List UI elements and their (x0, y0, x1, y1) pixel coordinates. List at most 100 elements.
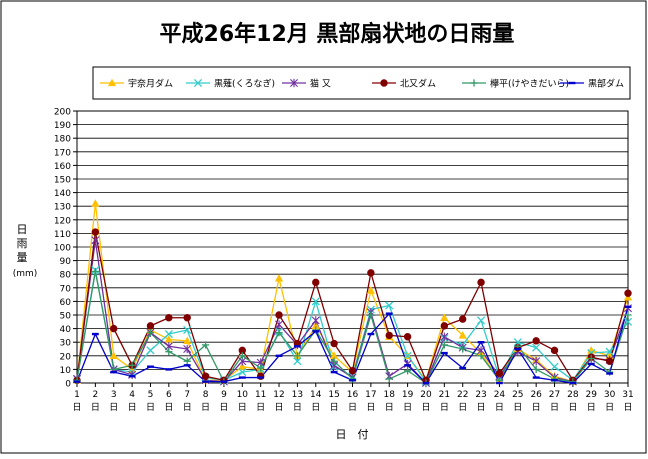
data-point (496, 381, 503, 385)
x-tick-label: 27 (549, 390, 560, 400)
data-point (605, 347, 614, 356)
data-point (440, 313, 449, 321)
data-point (458, 331, 467, 339)
x-tick-suffix: 日 (366, 402, 375, 413)
x-tick-suffix: 日 (164, 402, 173, 413)
data-point (532, 365, 540, 373)
x-tick-suffix: 日 (330, 402, 339, 413)
y-tick-label: 110 (54, 230, 71, 240)
y-tick-label: 50 (60, 312, 72, 322)
x-tick-suffix: 日 (532, 402, 541, 413)
data-point (385, 375, 393, 383)
data-point (385, 301, 394, 310)
data-point (146, 329, 155, 337)
data-point (294, 345, 301, 348)
data-point (128, 375, 136, 378)
series-markers (72, 199, 633, 388)
x-axis-label: 日 付 (336, 428, 369, 441)
x-tick-suffix: 日 (440, 402, 449, 413)
data-point (587, 362, 595, 366)
data-point (257, 364, 265, 372)
x-tick-label: 7 (184, 390, 190, 400)
x-tick-label: 25 (512, 390, 523, 400)
x-tick-suffix: 日 (513, 402, 522, 413)
data-point (91, 332, 99, 336)
x-tick-label: 15 (328, 390, 339, 400)
data-point (550, 346, 559, 355)
data-point (330, 357, 338, 365)
x-tick-suffix: 日 (568, 402, 577, 413)
data-point (312, 330, 320, 333)
data-point (91, 228, 100, 236)
y-tick-label: 10 (60, 366, 72, 376)
data-point (183, 314, 191, 322)
data-point (330, 339, 338, 348)
data-point (367, 332, 375, 336)
x-tick-suffix: 日 (623, 402, 632, 413)
y-tick-label: 30 (60, 339, 72, 349)
data-point (403, 351, 412, 360)
data-point (459, 345, 467, 353)
data-point (275, 329, 283, 337)
data-point (513, 338, 522, 347)
x-tick-suffix: 日 (109, 402, 118, 413)
legend-marker (568, 81, 576, 85)
x-tick-suffix: 日 (605, 402, 614, 413)
data-point (624, 305, 632, 309)
data-point (238, 352, 246, 360)
data-point (623, 317, 633, 326)
y-tick-label: 200 (54, 108, 71, 118)
data-point (91, 236, 100, 245)
data-point (165, 348, 173, 356)
chart-title: 平成26年12月 黒部扇状地の日雨量 (160, 21, 515, 47)
x-tick-label: 8 (203, 390, 209, 400)
x-tick-label: 21 (439, 390, 450, 400)
data-point (312, 278, 320, 287)
x-tick-label: 23 (475, 390, 486, 400)
data-point (605, 357, 614, 365)
data-point (146, 346, 155, 355)
data-point (91, 199, 100, 207)
legend-items: 宇奈月ダム 黒薙(くろなぎ) 猫 又 北又ダム 欅平(けやきだいら) 黒部ダム (100, 78, 624, 90)
data-point (404, 364, 411, 367)
x-tick-label: 30 (604, 390, 616, 400)
data-point (330, 370, 338, 374)
y-tick-label: 70 (60, 284, 72, 294)
data-point (532, 376, 540, 379)
data-point (550, 362, 559, 371)
y-tick-label: 140 (54, 189, 71, 199)
y-axis-label-char-2: 雨 (17, 237, 28, 250)
data-point (459, 366, 467, 370)
y-tick-label: 120 (54, 216, 71, 226)
x-tick-label: 26 (530, 390, 542, 400)
y-tick-label: 130 (54, 203, 71, 213)
x-tick-label: 31 (622, 390, 633, 400)
x-tick-suffix: 日 (550, 402, 559, 413)
x-tick-label: 16 (347, 390, 359, 400)
data-point (110, 370, 118, 374)
data-point (440, 341, 448, 349)
x-tick-suffix: 日 (275, 402, 284, 413)
data-point (366, 286, 375, 294)
legend-marker (380, 79, 388, 87)
x-tick-label: 22 (457, 390, 468, 400)
data-point (183, 344, 192, 354)
x-tick-label: 4 (129, 390, 135, 400)
data-point (165, 368, 173, 371)
data-point (183, 325, 192, 335)
data-point (385, 331, 393, 340)
data-point (238, 362, 247, 370)
x-tick-suffix: 日 (219, 402, 228, 413)
data-point (440, 322, 449, 330)
x-tick-suffix: 日 (201, 402, 210, 413)
data-point (477, 352, 485, 360)
y-axis-label-char-3: 量 (17, 251, 28, 264)
legend-marker (193, 78, 203, 88)
data-point (440, 351, 448, 355)
x-tick-suffix: 日 (146, 402, 155, 413)
data-point (624, 289, 632, 297)
data-point (293, 352, 301, 360)
data-point (495, 369, 504, 378)
x-tick-suffix: 日 (183, 402, 192, 413)
